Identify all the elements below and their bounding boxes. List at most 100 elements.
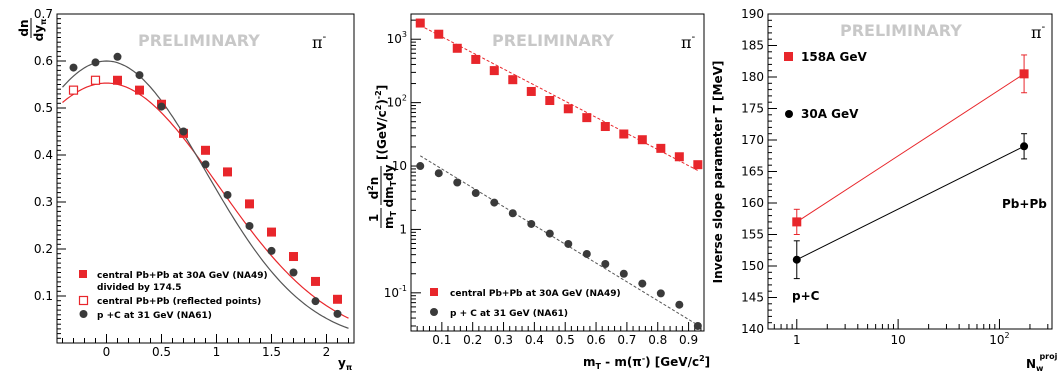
data-point-pc: [245, 221, 254, 230]
y-tick-label-3: 155: [741, 228, 764, 242]
y-tick-label-1: 0.3: [34, 195, 53, 209]
data-point-pc-2: [619, 269, 628, 278]
y-tick-label-1: 0.7: [34, 7, 53, 21]
data-point-pc-2: [582, 249, 591, 258]
x-tick-label-2: 0.7: [617, 333, 636, 347]
data-point-pbpb-2: [545, 96, 555, 106]
legend-label-pbpb-2: central Pb+Pb at 30A GeV (NA49): [450, 289, 621, 299]
x-tick-label-2: 0.3: [494, 333, 513, 347]
y-tick-label-1: 0.5: [34, 101, 53, 115]
panel-mt-spectra: 0.1 0.2 0.3 0.4 0.5 0.6 0.7 0.8 0.9 10-1 1 10 102 103…: [366, 13, 710, 371]
data-point-pc-2: [601, 259, 610, 268]
data-point-pbpb-2: [619, 129, 629, 139]
data-point-pbpb-2: [434, 29, 444, 39]
y-axis-title-2: 1 mT d2n dmTdy [(GeV/c2)-2]: [366, 85, 398, 229]
legend-label-divided: divided by 174.5: [97, 283, 182, 293]
legend-marker-30: [785, 110, 793, 118]
x-tick-label-1: 1.5: [262, 345, 281, 359]
legend-marker-pbpb-2: [430, 288, 438, 296]
x-tick-label-2: 0.5: [556, 333, 575, 347]
watermark-3: PRELIMINARY: [840, 21, 962, 40]
series-line-3-0: [796, 73, 1025, 223]
data-point-reflected: [90, 75, 101, 85]
data-point-pbpb-2: [508, 75, 518, 85]
data-point-pc: [311, 297, 320, 306]
legend-marker-pc-2: [430, 308, 438, 316]
data-point-pbpb: [201, 145, 210, 155]
data-point-pc: [289, 268, 298, 277]
data-marks-2: [415, 18, 703, 330]
y-axis-title-d2n-2: d2n: [366, 177, 381, 200]
data-point-pc: [135, 71, 144, 80]
data-point-30: [1020, 142, 1029, 151]
y-tick-label-3: 145: [741, 291, 764, 305]
data-point-pc: [201, 160, 210, 169]
legend-marker-pbpb: [79, 270, 87, 278]
fit-line-2-1: [419, 155, 699, 326]
y-tick-label-3: 185: [741, 39, 764, 53]
y-tick-label-3: 140: [741, 322, 764, 336]
legend-marker-158: [784, 52, 793, 61]
y-tick-label-2: 102: [387, 94, 407, 110]
data-point-pbpb: [311, 276, 320, 286]
legend-label-30: 30A GeV: [801, 107, 859, 121]
data-point-pc: [333, 309, 342, 318]
data-point-pbpb-2: [563, 104, 573, 114]
data-point-reflected: [68, 85, 79, 95]
data-point-pbpb-2: [656, 143, 666, 153]
x-tick-label-1: 0: [103, 345, 111, 359]
particle-label-3: π-: [1031, 20, 1046, 42]
data-point-pbpb: [113, 75, 122, 85]
watermark-1: PRELIMINARY: [138, 31, 260, 50]
data-point-pc-2: [471, 189, 480, 198]
y-axis-title-den-1: dyπ: [32, 19, 48, 42]
data-point-pc-2: [638, 279, 647, 288]
data-point-pbpb: [333, 294, 342, 304]
x-tick-label-3: 1: [793, 333, 801, 347]
x-axis-title-1: yπ: [338, 356, 352, 372]
data-marks-1: [68, 52, 342, 318]
data-point-pbpb: [245, 199, 254, 209]
data-point-158: [792, 217, 802, 227]
data-point-pc-2: [693, 321, 702, 330]
data-point-pc-2: [416, 162, 425, 171]
data-point-pc-2: [545, 229, 554, 238]
data-point-pc: [223, 190, 232, 199]
data-point-pc: [69, 63, 78, 72]
data-point-pbpb-2: [452, 43, 462, 53]
data-point-pc-2: [453, 178, 462, 187]
data-point-pbpb: [267, 227, 276, 237]
data-point-pc-2: [675, 300, 684, 309]
y-tick-label-2: 103: [387, 30, 407, 46]
x-axis-title-2: mT - m(π-) [GeV/c2]: [583, 354, 710, 371]
legend-3: 158A GeV 30A GeV: [784, 50, 868, 121]
y-tick-label-3: 170: [741, 133, 764, 147]
watermark-2: PRELIMINARY: [492, 31, 614, 50]
legend-label-pbpb: central Pb+Pb at 30A GeV (NA49): [97, 271, 268, 281]
y-axis-title-1: dn dyπ: [17, 18, 48, 41]
legend-label-pc-2: p + C at 31 GeV (NA61): [450, 309, 568, 319]
data-point-pbpb-2: [582, 113, 592, 123]
fit-lines-2: [419, 24, 699, 326]
axis-ticks-2: 0.1 0.2 0.3 0.4 0.5 0.6 0.7 0.8 0.9 10-1 1 10 102 103: [384, 19, 702, 347]
data-point-158: [1019, 69, 1029, 79]
y-tick-label-2: 1: [399, 222, 407, 236]
data-point-pc: [179, 127, 188, 136]
data-point-pc: [113, 52, 122, 61]
x-axis-title-3: Nwproj: [1026, 352, 1058, 373]
fit-line-2-0: [420, 24, 699, 171]
particle-label-2: π-: [681, 30, 696, 52]
x-tick-label-2: 0.9: [679, 333, 698, 347]
x-tick-label-2: 0.6: [587, 333, 606, 347]
y-axis-title-frac-num-2: 1: [367, 214, 381, 222]
y-axis-title-frac-den-2: mT: [382, 210, 398, 229]
data-point-pc-2: [527, 219, 536, 228]
particle-label-1: π-: [312, 30, 327, 52]
x-tick-label-2: 0.2: [463, 333, 482, 347]
x-tick-label-3: 10: [890, 333, 905, 347]
axis-ticks-1: 0 0.5 1 1.5 2 0.1 0.2 0.3 0.4 0.5 0.6 0.7: [34, 7, 349, 359]
data-point-pbpb: [135, 85, 144, 95]
y-tick-label-3: 165: [741, 165, 764, 179]
legend-label-pc: p +C at 31 GeV (NA61): [97, 311, 212, 321]
data-point-pbpb-2: [489, 66, 499, 76]
